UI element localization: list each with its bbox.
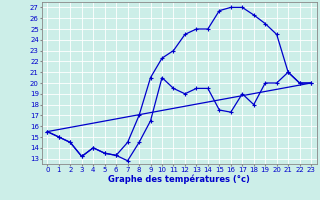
X-axis label: Graphe des températures (°c): Graphe des températures (°c) xyxy=(108,174,250,184)
